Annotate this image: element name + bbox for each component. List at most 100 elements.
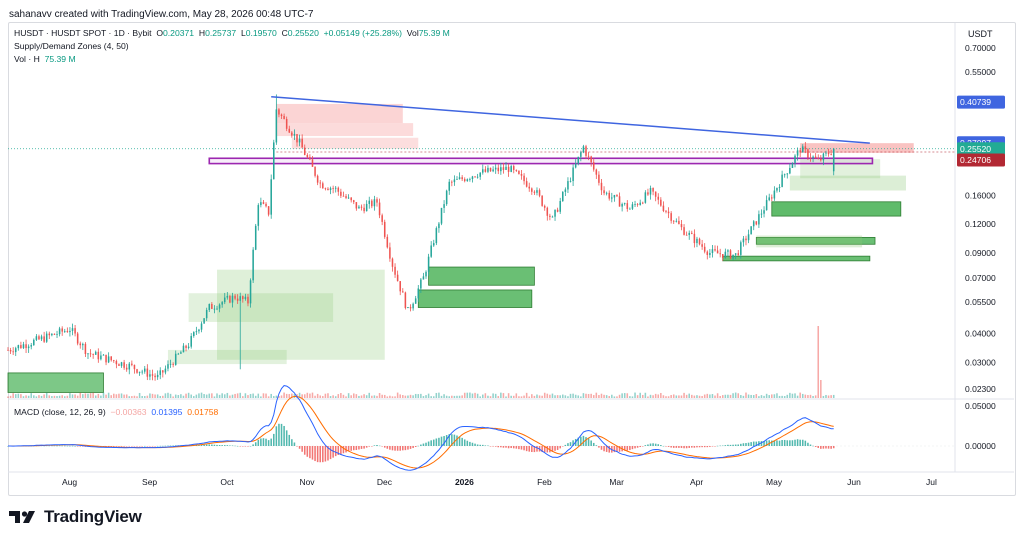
candle-body [598,174,600,183]
volume-bar [131,396,133,398]
candle-body [340,191,342,196]
macd-hist-bar [688,446,690,448]
macd-hist-bar [750,442,752,446]
macd-hist-bar [685,446,688,449]
volume-legend[interactable]: Vol · H 75.39 M [14,53,76,65]
macd-hist-bar [456,435,458,446]
price-tick-label: 0.07000 [965,273,996,283]
volume-bar [337,394,340,398]
price-axis-unit: USDT [968,29,993,39]
volume-bar [608,396,611,398]
volume-bar [721,395,724,398]
candle-body [270,179,272,215]
volume-bar [585,393,587,398]
volume-bar [262,393,265,398]
candle-body [445,190,448,205]
macd-hist-bar [143,445,146,447]
macd-hist-bar [734,444,737,446]
volume-bar [100,395,102,398]
macd-hist-bar [74,445,76,447]
demand-zone [755,236,876,245]
candle-body [260,202,262,206]
macd-hist-bar [783,439,786,446]
candle-body [778,186,781,188]
volume-bar [63,396,66,398]
candle-body [665,210,667,212]
volume-bar [515,393,518,398]
candle-body [63,331,66,332]
macd-hist-bar [649,443,652,446]
volume-bar [291,393,293,398]
volume-bar [12,393,14,398]
change-value: +0.05149 (+25.28%) [323,28,403,38]
volume-bar [672,394,675,398]
macd-hist-bar [113,446,115,447]
candle-body [425,271,427,277]
candle-body [564,189,567,192]
macd-hist-bar [389,446,391,450]
candle-body [592,162,595,170]
volume-bar [316,393,319,398]
macd-hist-bar [670,446,672,448]
macd-hist-bar [412,446,414,449]
symbol-name: HUSDT · HUSDT SPOT · 1D · Bybit [14,28,152,38]
volume-bar [538,395,541,398]
candle-body [812,156,814,159]
candle-body [716,250,719,254]
candle-body [20,345,22,349]
macd-hist-bar [654,443,657,446]
macd-hist-bar [559,446,561,449]
candle-body [14,348,17,353]
volume-bar [595,392,598,398]
macd-hist-bar [771,440,773,446]
candle-body [587,155,590,157]
volume-bar [211,393,213,398]
macd-hist-bar [260,438,262,446]
macd-hist-bar [371,446,373,447]
candle-body [298,138,301,143]
macd-hist-bar [376,444,378,446]
indicator-legend[interactable]: Supply/Demand Zones (4, 50) [14,40,129,52]
candle-body [469,178,471,180]
candle-body [303,147,306,155]
macd-hist-bar [136,446,138,447]
candle-body [249,280,252,304]
macd-hist-value: −0.00363 [110,407,147,417]
candle-body [213,308,216,310]
macd-hist-bar [626,446,629,451]
candle-body [515,169,518,171]
macd-hist-bar [273,433,275,446]
volume-bar [724,394,727,398]
candle-body [422,276,425,280]
macd-hist-bar [543,446,546,453]
volume-bar [807,395,809,398]
macd-legend[interactable]: MACD (close, 12, 26, 9) −0.00363 0.01395… [14,406,218,418]
macd-hist-bar [691,446,693,448]
time-tick-label: 2026 [455,477,474,487]
candle-body [342,195,345,197]
volume-bar [711,394,714,398]
demand-zone [167,349,287,365]
tradingview-logo[interactable]: TradingView [9,507,142,527]
volume-bar [698,395,701,398]
volume-bar [644,392,647,398]
volume-bar [53,395,56,398]
volume-bar [303,394,306,398]
macd-hist-bar [409,446,412,449]
candle-body [146,368,149,377]
volume-bar [409,394,412,398]
volume-bar [404,395,407,398]
macd-hist-bar [365,446,368,448]
macd-hist-bar [231,445,234,447]
macd-hist-bar [363,446,365,449]
candle-body [420,279,422,289]
candle-body [691,232,693,234]
volume-bar [685,394,688,398]
volume-bar [657,394,660,398]
volume-bar [113,393,115,398]
candle-body [110,356,112,361]
macd-hist-bar [489,446,492,447]
candle-body [773,190,776,199]
